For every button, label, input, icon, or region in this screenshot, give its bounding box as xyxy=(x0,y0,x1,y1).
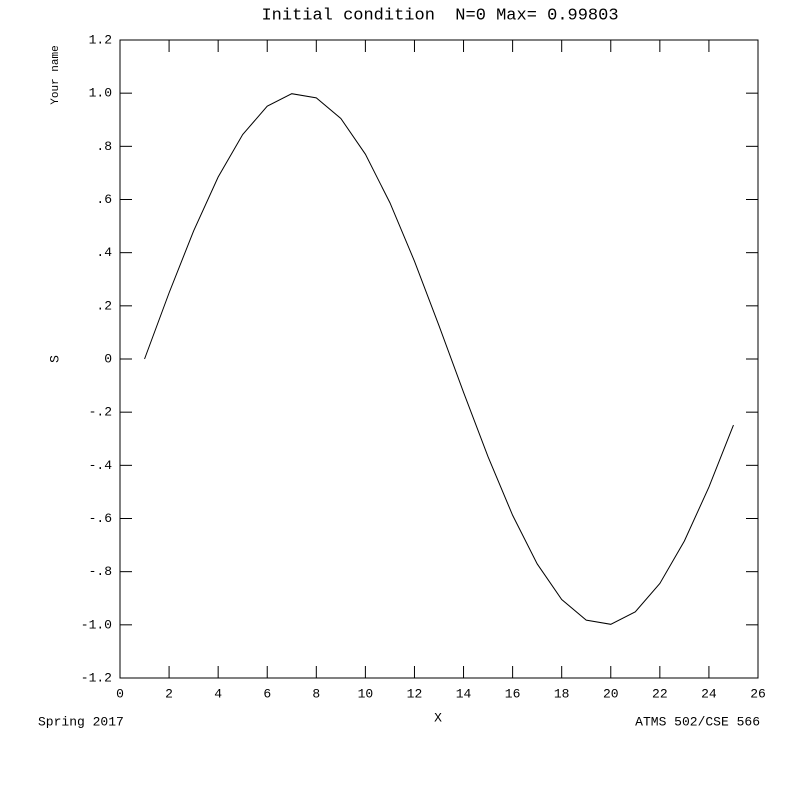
y-tick-label: -.8 xyxy=(89,564,112,579)
x-tick-label: 16 xyxy=(505,686,521,701)
x-tick-label: 8 xyxy=(312,686,320,701)
y-tick-label: -.6 xyxy=(89,511,112,526)
chart-title: Initial condition N=0 Max= 0.99803 xyxy=(261,6,618,25)
y-tick-label: -.2 xyxy=(89,405,112,420)
y-tick-label: 1.2 xyxy=(89,32,112,47)
y-tick-label: -1.2 xyxy=(81,670,112,685)
x-tick-label: 20 xyxy=(603,686,619,701)
y-tick-label: -.4 xyxy=(89,458,113,473)
y-tick-label: -1.0 xyxy=(81,617,112,632)
footer-left: Spring 2017 xyxy=(38,714,124,729)
y-tick-label: 1.0 xyxy=(89,86,112,101)
x-tick-label: 4 xyxy=(214,686,222,701)
y-tick-label: .2 xyxy=(96,298,112,313)
x-tick-label: 12 xyxy=(407,686,423,701)
x-tick-label: 14 xyxy=(456,686,472,701)
x-tick-label: 10 xyxy=(358,686,374,701)
x-tick-label: 22 xyxy=(652,686,668,701)
y-tick-label: .6 xyxy=(96,192,112,207)
line xyxy=(144,93,734,625)
y-tick-label: 0 xyxy=(104,351,112,366)
x-tick-label: 24 xyxy=(701,686,717,701)
y-axis-label: S xyxy=(47,355,62,363)
x-tick-label: 26 xyxy=(750,686,766,701)
x-tick-label: 2 xyxy=(165,686,173,701)
y-tick-label: .8 xyxy=(96,139,112,154)
y-tick-label: .4 xyxy=(96,245,112,260)
x-tick-label: 0 xyxy=(116,686,124,701)
x-axis-label: X xyxy=(434,710,442,725)
x-tick-label: 18 xyxy=(554,686,570,701)
x-tick-label: 6 xyxy=(263,686,271,701)
author-label: Your name xyxy=(50,45,62,104)
footer-right: ATMS 502/CSE 566 xyxy=(635,714,760,729)
